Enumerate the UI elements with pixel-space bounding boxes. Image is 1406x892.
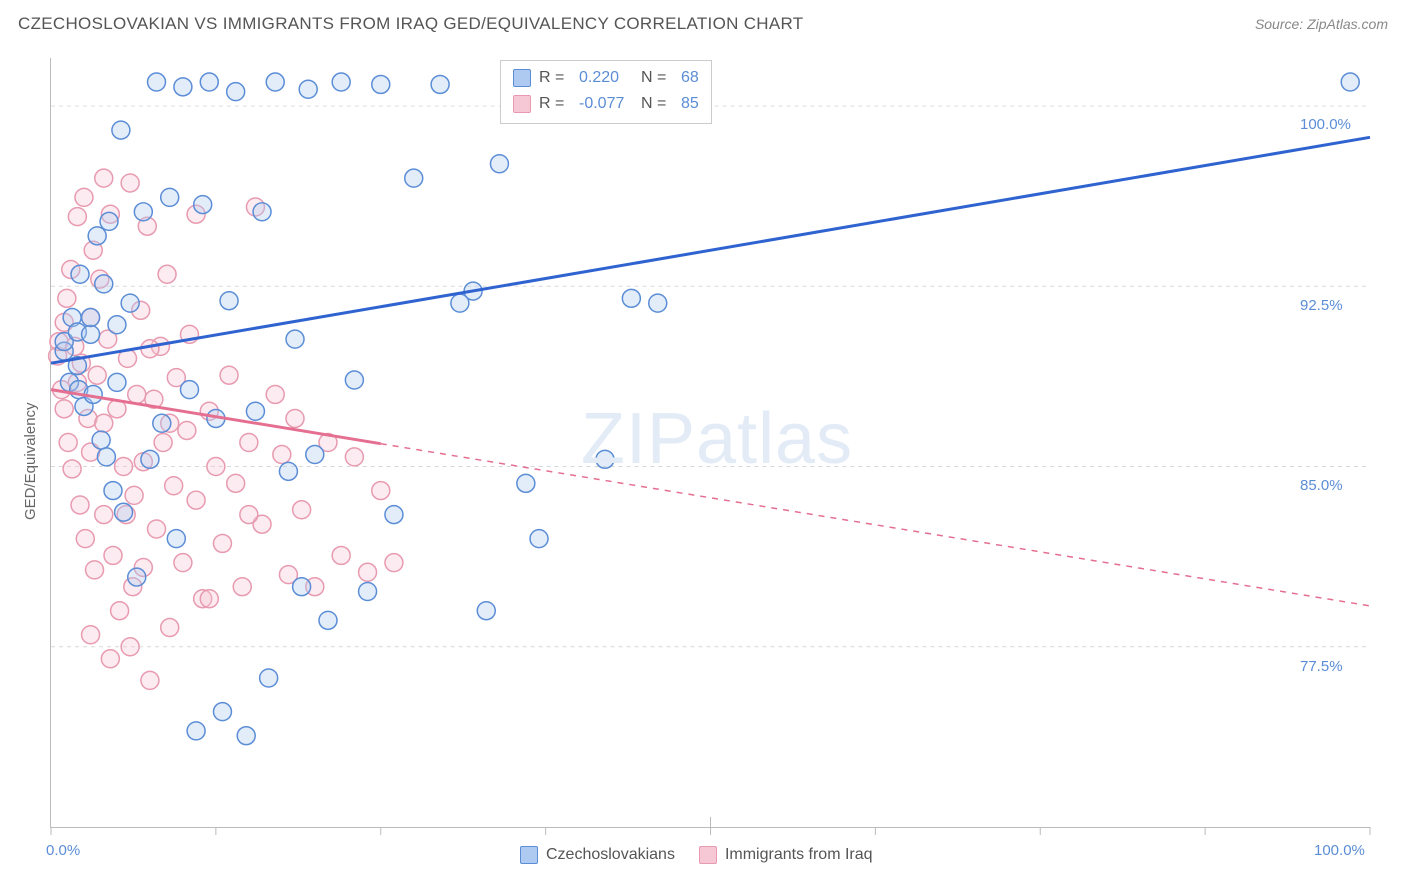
y-tick-label: 92.5% [1300,297,1343,314]
swatch-series-2 [699,846,717,864]
plot-area: ZIPatlas [50,58,1370,828]
r-value-2: -0.077 [579,91,633,117]
r-value-1: 0.220 [579,65,633,91]
legend-row: R = 0.220 N = 68 [513,65,699,91]
x-tick-label: 100.0% [1314,842,1365,859]
legend-series-box: Czechoslovakians Immigrants from Iraq [520,846,873,864]
y-tick-label: 77.5% [1300,658,1343,675]
n-value-2: 85 [681,91,699,117]
legend-correlation-box: R = 0.220 N = 68 R = -0.077 N = 85 [500,60,712,124]
legend-label-1: Czechoslovakians [546,846,675,864]
chart-svg [51,58,1370,827]
y-tick-label: 100.0% [1300,116,1351,133]
chart-title: CZECHOSLOVAKIAN VS IMMIGRANTS FROM IRAQ … [18,14,803,34]
n-label: N = [641,65,673,91]
n-label: N = [641,91,673,117]
legend-item: Czechoslovakians [520,846,675,864]
r-label: R = [539,65,571,91]
swatch-series-1 [513,69,531,87]
y-tick-label: 85.0% [1300,477,1343,494]
legend-label-2: Immigrants from Iraq [725,846,873,864]
legend-row: R = -0.077 N = 85 [513,91,699,117]
legend-item: Immigrants from Iraq [699,846,873,864]
swatch-series-2 [513,95,531,113]
source-label: Source: ZipAtlas.com [1255,16,1388,32]
swatch-series-1 [520,846,538,864]
x-tick-label: 0.0% [46,842,80,859]
y-axis-label: GED/Equivalency [22,402,39,520]
n-value-1: 68 [681,65,699,91]
r-label: R = [539,91,571,117]
